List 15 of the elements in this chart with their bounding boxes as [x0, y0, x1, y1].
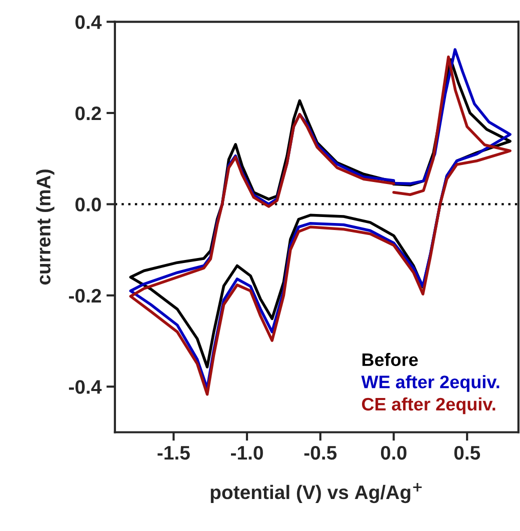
- x-tick-label: 0.5: [454, 446, 480, 460]
- x-tick-label: -0.5: [304, 446, 337, 460]
- text: Before: [362, 352, 418, 366]
- text: WE after 2equiv.: [361, 375, 500, 392]
- y-tick-label: -0.2: [68, 288, 101, 303]
- x-tick-label: -1.5: [158, 446, 190, 460]
- y-tick-label: 0.0: [75, 198, 101, 212]
- y-tick-label: 0.4: [75, 15, 102, 30]
- y-tick-label: 0.2: [75, 106, 101, 120]
- y-tick-label: -0.4: [68, 380, 102, 394]
- y-axis-title: current (mA): [36, 170, 54, 285]
- x-tick-label: -1.0: [230, 446, 263, 460]
- text: CE after 2equiv.: [362, 397, 496, 414]
- x-tick-label: 0.0: [380, 446, 406, 460]
- x-axis-title: potential (V) vs Ag/Ag$^{+}$: [210, 483, 422, 504]
